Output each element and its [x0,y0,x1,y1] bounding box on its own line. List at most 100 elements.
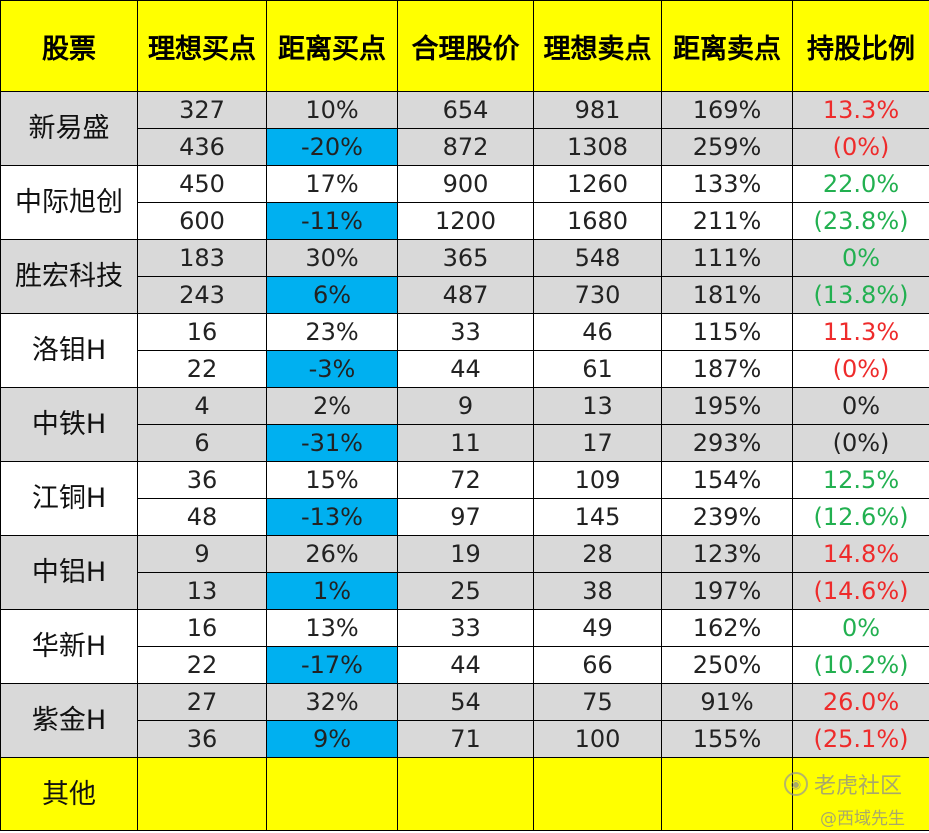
ideal-buy-cell: 22 [137,350,267,388]
ideal-sell-cell: 1308 [533,128,662,166]
buy-distance-cell: 15% [266,461,398,499]
buy-distance-cell: -31% [266,424,398,462]
holding-ratio-cell: 12.5% [792,461,929,499]
header-row: 股票 理想买点 距离买点 合理股价 理想卖点 距离卖点 持股比例 [0,0,929,92]
ideal-buy-cell: 436 [137,128,267,166]
fair-price-cell: 654 [397,91,534,129]
stock-name-cell: 胜宏科技 [0,239,138,314]
buy-distance-cell: 13% [266,609,398,647]
stock-name-cell: 中铝H [0,535,138,610]
buy-distance-cell: 9% [266,720,398,758]
ideal-buy-cell: 327 [137,91,267,129]
sell-distance-cell: 133% [661,165,793,203]
header-sell-distance: 距离卖点 [661,0,793,92]
sell-distance-cell: 111% [661,239,793,277]
ideal-sell-cell: 109 [533,461,662,499]
sell-distance-cell: 187% [661,350,793,388]
buy-distance-cell: 32% [266,683,398,721]
ideal-buy-cell: 13 [137,572,267,610]
holding-ratio-cell: 26.0% [792,683,929,721]
table-row: 中际旭创 450 17% 900 1260 133% 22.0% [0,165,929,240]
other-name-cell: 其他 [0,757,138,831]
buy-distance-cell: 30% [266,239,398,277]
buy-distance-cell: -3% [266,350,398,388]
fair-price-cell: 97 [397,498,534,536]
ideal-buy-cell: 9 [137,535,267,573]
ideal-sell-cell: 1260 [533,165,662,203]
buy-distance-cell: -20% [266,128,398,166]
buy-distance-cell: -11% [266,202,398,240]
fair-price-cell: 9 [397,387,534,425]
buy-distance-cell: 23% [266,313,398,351]
holding-ratio-cell: 0% [792,387,929,425]
ideal-buy-cell: 36 [137,461,267,499]
ideal-sell-cell: 981 [533,91,662,129]
fair-price-cell: 33 [397,313,534,351]
sell-distance-cell: 115% [661,313,793,351]
fair-price-cell: 900 [397,165,534,203]
table-row: 22 -17% 44 66 250% (10.2%) [1,646,929,684]
table-row: 436 -20% 872 1308 259% (0%) [1,128,929,166]
fair-price-cell: 44 [397,350,534,388]
ideal-sell-cell: 548 [533,239,662,277]
ideal-buy-cell: 450 [137,165,267,203]
fair-price-cell: 25 [397,572,534,610]
other-row: 其他 [0,757,929,831]
fair-price-cell: 365 [397,239,534,277]
empty-cell [266,757,398,831]
ideal-sell-cell: 100 [533,720,662,758]
header-stock: 股票 [0,0,138,92]
ideal-buy-cell: 183 [137,239,267,277]
table-row: 中铁H 4 2% 9 13 195% 0% [0,387,929,462]
buy-distance-cell: -17% [266,646,398,684]
holding-ratio-cell: (10.2%) [792,646,929,684]
ideal-sell-cell: 46 [533,313,662,351]
holding-ratio-cell: 22.0% [792,165,929,203]
header-fair-price: 合理股价 [397,0,534,92]
header-holding-ratio: 持股比例 [792,0,929,92]
buy-distance-cell: 17% [266,165,398,203]
holding-ratio-cell: 13.3% [792,91,929,129]
holding-ratio-cell: (0%) [792,424,929,462]
table-row: 新易盛 327 10% 654 981 169% 13.3% [0,91,929,166]
header-buy-distance: 距离买点 [266,0,398,92]
buy-distance-cell: 26% [266,535,398,573]
fair-price-cell: 71 [397,720,534,758]
empty-cell [792,757,929,831]
ideal-sell-cell: 75 [533,683,662,721]
ideal-buy-cell: 600 [137,202,267,240]
holding-ratio-cell: (23.8%) [792,202,929,240]
buy-distance-cell: 2% [266,387,398,425]
holding-ratio-cell: 14.8% [792,535,929,573]
stock-name-cell: 中铁H [0,387,138,462]
header-ideal-buy: 理想买点 [137,0,267,92]
ideal-buy-cell: 36 [137,720,267,758]
ideal-buy-cell: 22 [137,646,267,684]
holding-ratio-cell: (0%) [792,128,929,166]
table-row: 600 -11% 1200 1680 211% (23.8%) [1,202,929,240]
table-row: 22 -3% 44 61 187% (0%) [1,350,929,388]
fair-price-cell: 1200 [397,202,534,240]
stock-name-cell: 紫金H [0,683,138,758]
ideal-buy-cell: 16 [137,313,267,351]
fair-price-cell: 44 [397,646,534,684]
sell-distance-cell: 239% [661,498,793,536]
ideal-sell-cell: 66 [533,646,662,684]
ideal-buy-cell: 48 [137,498,267,536]
holding-ratio-cell: (0%) [792,350,929,388]
holding-ratio-cell: 0% [792,609,929,647]
table-body: 新易盛 327 10% 654 981 169% 13.3% 436 -20% 872 1308 25… [0,91,929,831]
buy-distance-cell: 10% [266,91,398,129]
sell-distance-cell: 250% [661,646,793,684]
holding-ratio-cell: 11.3% [792,313,929,351]
sell-distance-cell: 211% [661,202,793,240]
ideal-buy-cell: 243 [137,276,267,314]
ideal-sell-cell: 1680 [533,202,662,240]
ideal-sell-cell: 28 [533,535,662,573]
ideal-sell-cell: 730 [533,276,662,314]
ideal-buy-cell: 27 [137,683,267,721]
table-row: 48 -13% 97 145 239% (12.6%) [1,498,929,536]
holding-ratio-cell: (13.8%) [792,276,929,314]
stock-name-cell: 洛钼H [0,313,138,388]
stock-name-cell: 江铜H [0,461,138,536]
